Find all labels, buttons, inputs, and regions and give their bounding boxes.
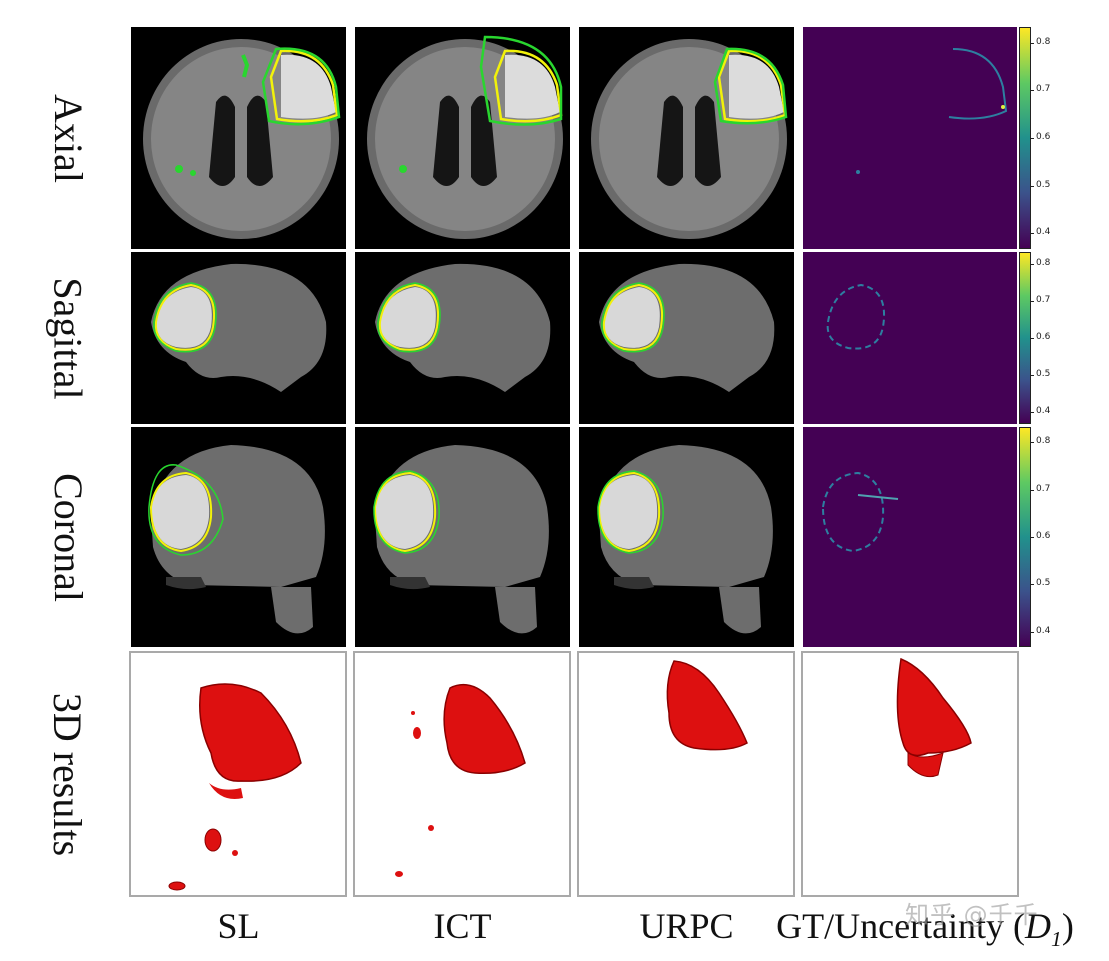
axial-colorbar-tick-label: 0.8 bbox=[1036, 36, 1051, 47]
sagittal-uncertainty-map bbox=[803, 252, 1017, 424]
coronal-colorbar-tick-label: 0.8 bbox=[1036, 436, 1051, 447]
coronal-colorbar-tick-label: 0.7 bbox=[1036, 483, 1051, 494]
coronal-colorbar-tick-mark bbox=[1031, 489, 1034, 491]
column-label-gt-uncertainty: GT/Uncertainty (D1) bbox=[776, 906, 1074, 952]
column-label-ict: ICT bbox=[433, 906, 492, 946]
axial-colorbar-tick-mark bbox=[1031, 90, 1034, 92]
sagittal-colorbar-tick-mark bbox=[1031, 264, 1034, 266]
coronal-urpc-image bbox=[579, 427, 794, 647]
row-label-sagittal: Sagittal bbox=[45, 276, 91, 400]
axial-colorbar-tick-label: 0.6 bbox=[1036, 132, 1051, 142]
axial-sl-image bbox=[131, 27, 346, 249]
3d-urpc-render bbox=[577, 651, 795, 897]
row-label-axial: Axial bbox=[45, 93, 91, 183]
sagittal-colorbar-tick-mark bbox=[1031, 374, 1034, 376]
row-label-3d-results: 3D results bbox=[45, 692, 91, 856]
3d-gt-render bbox=[801, 651, 1019, 897]
axial-colorbar-tick-mark bbox=[1031, 138, 1034, 139]
coronal-colorbar-tick-label: 0.6 bbox=[1036, 531, 1051, 541]
coronal-uncertainty-map bbox=[803, 427, 1017, 647]
coronal-colorbar-tick-mark bbox=[1031, 537, 1034, 538]
3d-sl-render bbox=[129, 651, 347, 897]
axial-colorbar-tick-label: 0.7 bbox=[1036, 84, 1051, 95]
axial-colorbar bbox=[1019, 27, 1031, 249]
axial-colorbar-tick-label: 0.4 bbox=[1036, 227, 1051, 238]
sagittal-colorbar-tick-label: 0.4 bbox=[1036, 405, 1051, 416]
sagittal-ict-image bbox=[355, 252, 570, 424]
axial-colorbar-tick-mark bbox=[1031, 42, 1034, 44]
column-label-urpc: URPC bbox=[639, 906, 734, 946]
axial-colorbar-tick-mark bbox=[1031, 185, 1034, 187]
sagittal-colorbar bbox=[1019, 252, 1031, 424]
sagittal-colorbar-tick-label: 0.5 bbox=[1036, 368, 1051, 379]
row-label-coronal: Coronal bbox=[45, 472, 91, 602]
column-label-sl: SL bbox=[217, 906, 260, 946]
3d-ict-render bbox=[353, 651, 571, 897]
coronal-colorbar-tick-label: 0.4 bbox=[1036, 625, 1051, 636]
axial-colorbar-tick-mark bbox=[1031, 233, 1034, 235]
sagittal-urpc-image bbox=[579, 252, 794, 424]
sagittal-colorbar-tick-mark bbox=[1031, 411, 1034, 413]
sagittal-sl-image bbox=[131, 252, 346, 424]
coronal-sl-image bbox=[131, 427, 346, 647]
sagittal-colorbar-tick-label: 0.7 bbox=[1036, 295, 1051, 306]
axial-colorbar-tick-label: 0.5 bbox=[1036, 179, 1051, 190]
coronal-colorbar-tick-mark bbox=[1031, 442, 1034, 444]
coronal-colorbar bbox=[1019, 427, 1031, 647]
axial-urpc-image bbox=[579, 27, 794, 249]
sagittal-colorbar-tick-mark bbox=[1031, 301, 1034, 303]
watermark: 知乎 @千千 bbox=[905, 901, 1039, 929]
axial-ict-image bbox=[355, 27, 570, 249]
coronal-colorbar-tick-mark bbox=[1031, 631, 1034, 633]
coronal-ict-image bbox=[355, 427, 570, 647]
coronal-colorbar-tick-mark bbox=[1031, 584, 1034, 586]
coronal-colorbar-tick-label: 0.5 bbox=[1036, 578, 1051, 589]
sagittal-colorbar-tick-label: 0.8 bbox=[1036, 258, 1051, 269]
sagittal-colorbar-tick-label: 0.6 bbox=[1036, 332, 1051, 342]
sagittal-colorbar-tick-mark bbox=[1031, 338, 1034, 339]
axial-uncertainty-map bbox=[803, 27, 1017, 249]
